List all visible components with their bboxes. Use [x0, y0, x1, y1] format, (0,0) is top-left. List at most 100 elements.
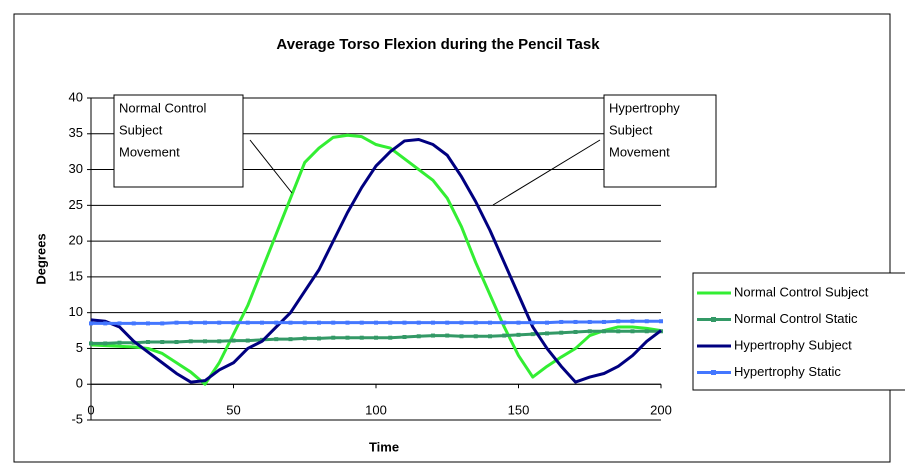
series-marker — [445, 333, 450, 338]
annotation-text: Subject — [119, 122, 163, 137]
series-marker — [388, 335, 393, 340]
x-tick-label: 50 — [226, 403, 240, 418]
series-marker — [359, 320, 364, 325]
y-tick-label: 15 — [69, 268, 83, 283]
legend-label: Normal Control Subject — [734, 284, 869, 299]
series-marker — [89, 341, 93, 346]
series-marker — [231, 320, 236, 325]
y-tick-label: 10 — [69, 304, 83, 319]
legend-label: Hypertrophy Subject — [734, 337, 852, 352]
series-marker — [502, 333, 507, 338]
annotation-text: Movement — [609, 144, 670, 159]
series-marker — [260, 320, 264, 325]
series-marker — [331, 320, 336, 325]
series-marker — [545, 320, 549, 325]
series-marker — [573, 329, 578, 334]
y-tick-label: -5 — [71, 411, 83, 426]
series-marker — [388, 320, 393, 325]
y-tick-label: 0 — [76, 376, 83, 391]
series-marker — [587, 329, 592, 334]
y-tick-label: 20 — [69, 233, 83, 248]
x-tick-label: 150 — [508, 403, 530, 418]
series-marker — [488, 334, 492, 339]
series-marker — [317, 336, 321, 341]
annotation-text: Movement — [119, 144, 180, 159]
annotation-box — [603, 94, 717, 188]
series-marker — [89, 321, 93, 326]
series-marker — [174, 340, 179, 345]
series-marker — [274, 320, 279, 325]
series-marker — [288, 337, 293, 342]
series-marker — [402, 334, 407, 339]
series-marker — [160, 340, 165, 345]
series-marker — [488, 320, 492, 325]
series-marker — [217, 320, 222, 325]
series-marker — [146, 321, 150, 326]
series-marker — [331, 335, 336, 340]
series-marker — [359, 335, 364, 340]
y-tick-label: 25 — [69, 197, 83, 212]
legend-marker — [711, 370, 716, 375]
series-marker — [345, 335, 350, 340]
series-marker — [245, 320, 250, 325]
series-marker — [117, 321, 122, 326]
series-marker — [573, 319, 578, 324]
series-marker — [530, 320, 535, 325]
series-marker — [174, 320, 179, 325]
series-marker — [502, 320, 507, 325]
series-marker — [473, 320, 478, 325]
y-axis-title: Degrees — [33, 233, 48, 284]
series-marker — [160, 321, 165, 326]
y-tick-label: 5 — [76, 340, 83, 355]
series-marker — [644, 319, 649, 324]
series-marker — [317, 320, 321, 325]
series-marker — [274, 337, 279, 342]
series-marker — [188, 339, 193, 344]
series-marker — [402, 320, 407, 325]
series-marker — [516, 320, 521, 325]
annotation-text: Subject — [609, 122, 653, 137]
series-marker — [630, 329, 635, 334]
series-marker — [217, 339, 222, 344]
annotation-text: Hypertrophy — [609, 100, 680, 115]
series-marker — [659, 319, 663, 324]
series-marker — [131, 321, 136, 326]
y-tick-label: 35 — [69, 125, 83, 140]
annotation-text: Normal Control — [119, 100, 207, 115]
series-line — [90, 133, 662, 386]
chart-border — [13, 13, 891, 463]
series-marker — [644, 329, 649, 334]
series-marker — [374, 335, 378, 340]
series-marker — [559, 319, 564, 324]
series-marker — [245, 338, 250, 343]
series-marker — [302, 320, 307, 325]
series-marker — [431, 333, 435, 338]
series-marker — [459, 320, 464, 325]
series-marker — [302, 336, 307, 341]
series-marker — [345, 320, 350, 325]
series-marker — [117, 340, 122, 345]
series-marker — [103, 341, 108, 346]
series-marker — [431, 320, 435, 325]
legend-label: Normal Control Static — [734, 311, 858, 326]
series-marker — [445, 320, 450, 325]
annotation-box — [113, 94, 244, 188]
series-marker — [516, 332, 521, 337]
annotation-pointer — [249, 139, 293, 194]
series-marker — [103, 321, 108, 326]
annotation-pointer — [492, 139, 601, 206]
series-marker — [473, 334, 478, 339]
series-line — [90, 138, 662, 384]
y-tick-label: 30 — [69, 161, 83, 176]
series-marker — [545, 331, 549, 336]
y-tick-label: 40 — [69, 89, 83, 104]
series-marker — [374, 320, 378, 325]
series-marker — [587, 319, 592, 324]
series-marker — [203, 320, 207, 325]
x-tick-label: 0 — [87, 403, 94, 418]
legend-label: Hypertrophy Static — [734, 364, 841, 379]
series-marker — [530, 332, 535, 337]
series-marker — [288, 320, 293, 325]
series-marker — [602, 319, 606, 324]
